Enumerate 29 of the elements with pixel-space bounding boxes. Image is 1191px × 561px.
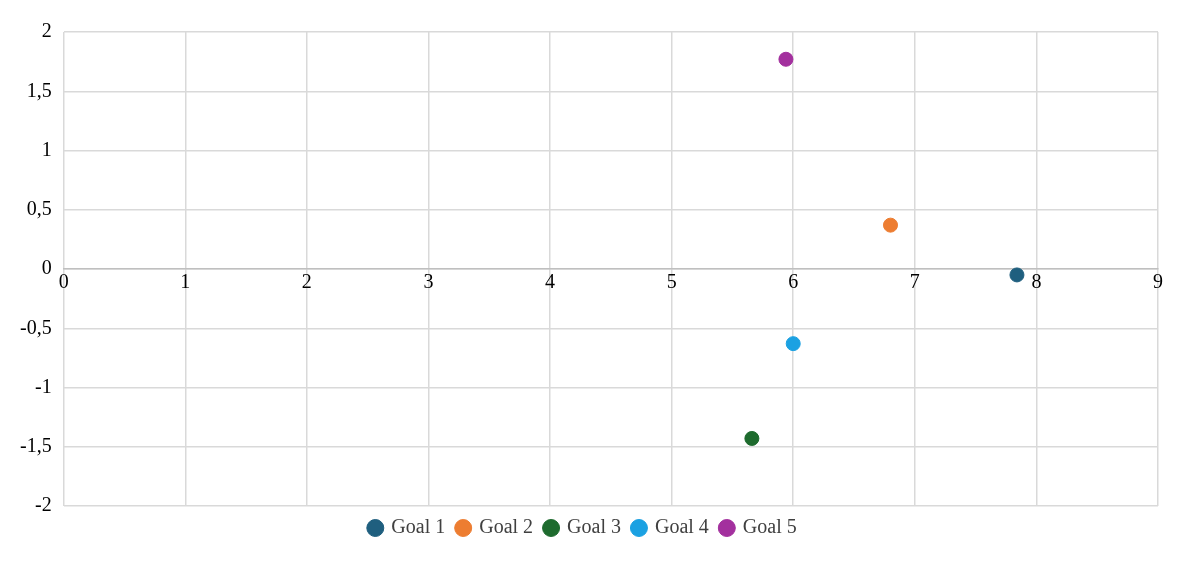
y-tick-label: -1,5 <box>19 434 52 456</box>
point <box>1009 267 1025 283</box>
x-tick-label: 3 <box>423 270 434 293</box>
x-tick-label: 0 <box>58 270 69 293</box>
legend-label: Goal 4 <box>654 515 709 538</box>
y-tick-label: -2 <box>34 493 52 516</box>
y-tick-label: -1 <box>34 374 52 397</box>
x-tick-label: 4 <box>545 270 556 293</box>
x-tick-label: 2 <box>301 270 312 293</box>
y-tick-label: 0,5 <box>26 197 52 219</box>
x-tick-label: 1 <box>180 270 191 293</box>
legend-label: Goal 3 <box>567 515 621 538</box>
point <box>883 217 898 233</box>
x-tick-label: 5 <box>666 270 677 293</box>
y-tick-label: -0,5 <box>19 315 52 338</box>
x-tick-label: 8 <box>1031 270 1042 293</box>
y-tick-label: 1,5 <box>26 78 52 101</box>
legend-label: Goal 5 <box>742 515 797 538</box>
point <box>785 336 801 352</box>
y-tick-label: 2 <box>41 19 52 42</box>
legend-label: Goal 2 <box>479 515 534 538</box>
x-tick-label: 9 <box>1153 270 1163 293</box>
x-tick-label: 7 <box>909 270 920 293</box>
point <box>744 430 760 446</box>
legend-label: Goal 1 <box>391 515 446 538</box>
y-tick-label: 0 <box>41 256 52 279</box>
point <box>778 51 794 67</box>
y-tick-label: 1 <box>41 137 52 160</box>
x-tick-label: 6 <box>788 270 799 293</box>
